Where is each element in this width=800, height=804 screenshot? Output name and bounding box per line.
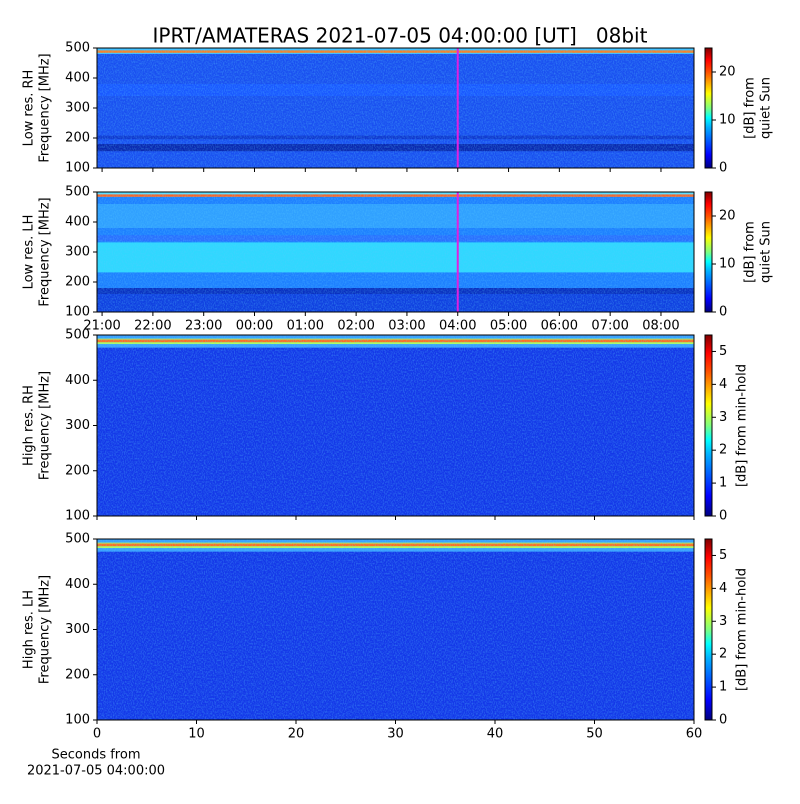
y-axis-label: High res. RH xyxy=(22,385,37,466)
colorbar-tick-label: 4 xyxy=(719,581,727,596)
colorbar-tick-label: 0 xyxy=(719,509,727,524)
x-tick-label: 06:00 xyxy=(541,319,578,334)
colorbar-tick-label: 3 xyxy=(719,614,727,629)
x-axis-label: 2021-07-05 04:00:00 xyxy=(27,764,165,779)
x-tick-label: 20 xyxy=(288,727,305,742)
colorbar-tick-label: 2 xyxy=(719,443,727,458)
colorbar-tick-label: 20 xyxy=(719,65,736,80)
x-tick-label: 07:00 xyxy=(591,319,628,334)
colorbar-tick-label: 3 xyxy=(719,410,727,425)
y-tick-label: 300 xyxy=(65,418,90,433)
x-tick-label: 08:00 xyxy=(642,319,679,334)
colorbar-tick-label: 10 xyxy=(719,113,736,128)
y-axis-label: Frequency [MHz] xyxy=(38,197,53,306)
x-tick-label: 01:00 xyxy=(287,319,324,334)
x-tick-label: 30 xyxy=(387,727,404,742)
y-axis-label: Frequency [MHz] xyxy=(38,53,53,162)
colorbar-tick-label: 4 xyxy=(719,377,727,392)
title: IPRT/AMATERAS 2021-07-05 04:00:00 [UT] 0… xyxy=(153,24,648,48)
colorbar-label: [dB] from xyxy=(743,221,758,283)
x-tick-label: 40 xyxy=(487,727,504,742)
y-tick-label: 500 xyxy=(65,41,90,56)
y-tick-label: 300 xyxy=(65,101,90,116)
colorbar xyxy=(704,538,713,721)
y-tick-label: 400 xyxy=(65,215,90,230)
y-tick-label: 100 xyxy=(65,161,90,176)
spectrogram-noise xyxy=(97,539,694,720)
y-axis-label: High res. LH xyxy=(22,590,37,669)
x-tick-label: 60 xyxy=(686,727,703,742)
colorbar xyxy=(704,334,713,517)
y-tick-label: 100 xyxy=(65,305,90,320)
y-axis-label: Frequency [MHz] xyxy=(38,575,53,684)
y-tick-label: 200 xyxy=(65,275,90,290)
colorbar-tick-label: 5 xyxy=(719,548,727,563)
colorbar-tick-label: 1 xyxy=(719,680,727,695)
y-tick-label: 200 xyxy=(65,463,90,478)
y-tick-label: 500 xyxy=(65,185,90,200)
colorbar-tick-label: 0 xyxy=(719,305,727,320)
y-tick-label: 400 xyxy=(65,71,90,86)
colorbar-tick-label: 20 xyxy=(719,209,736,224)
x-tick-label: 02:00 xyxy=(337,319,374,334)
x-tick-label: 22:00 xyxy=(134,319,171,334)
y-tick-label: 200 xyxy=(65,131,90,146)
x-tick-label: 50 xyxy=(586,727,603,742)
colorbar-tick-label: 10 xyxy=(719,257,736,272)
y-tick-label: 200 xyxy=(65,667,90,682)
colorbar-tick-label: 5 xyxy=(719,344,727,359)
x-tick-label: 23:00 xyxy=(185,319,222,334)
colorbar-label: quiet Sun xyxy=(759,221,774,283)
colorbar-label: [dB] from min-hold xyxy=(735,568,750,691)
x-tick-label: 05:00 xyxy=(490,319,527,334)
colorbar xyxy=(704,47,713,169)
colorbar-label: [dB] from min-hold xyxy=(735,364,750,487)
x-axis-label: Seconds from xyxy=(51,748,140,763)
colorbar-label: [dB] from xyxy=(743,77,758,139)
y-tick-label: 300 xyxy=(65,245,90,260)
spectrogram-noise xyxy=(97,48,694,168)
y-tick-label: 500 xyxy=(65,328,90,343)
colorbar-label: quiet Sun xyxy=(759,77,774,139)
colorbar-tick-label: 2 xyxy=(719,647,727,662)
colorbar-tick-label: 0 xyxy=(719,161,727,176)
y-tick-label: 400 xyxy=(65,373,90,388)
y-tick-label: 300 xyxy=(65,622,90,637)
spectrogram-noise xyxy=(97,192,694,312)
y-tick-label: 400 xyxy=(65,577,90,592)
x-tick-label: 04:00 xyxy=(439,319,476,334)
colorbar xyxy=(704,191,713,313)
x-tick-label: 21:00 xyxy=(83,319,120,334)
colorbar-tick-label: 1 xyxy=(719,476,727,491)
colorbar-tick-label: 0 xyxy=(719,713,727,728)
spectrogram-noise xyxy=(97,335,694,516)
x-tick-label: 0 xyxy=(93,727,101,742)
x-tick-label: 03:00 xyxy=(388,319,425,334)
y-axis-label: Low res. LH xyxy=(22,215,37,290)
y-tick-label: 100 xyxy=(65,713,90,728)
x-tick-label: 10 xyxy=(188,727,205,742)
x-tick-label: 00:00 xyxy=(236,319,273,334)
y-tick-label: 100 xyxy=(65,509,90,524)
y-axis-label: Low res. RH xyxy=(22,70,37,147)
y-tick-label: 500 xyxy=(65,532,90,547)
y-axis-label: Frequency [MHz] xyxy=(38,371,53,480)
